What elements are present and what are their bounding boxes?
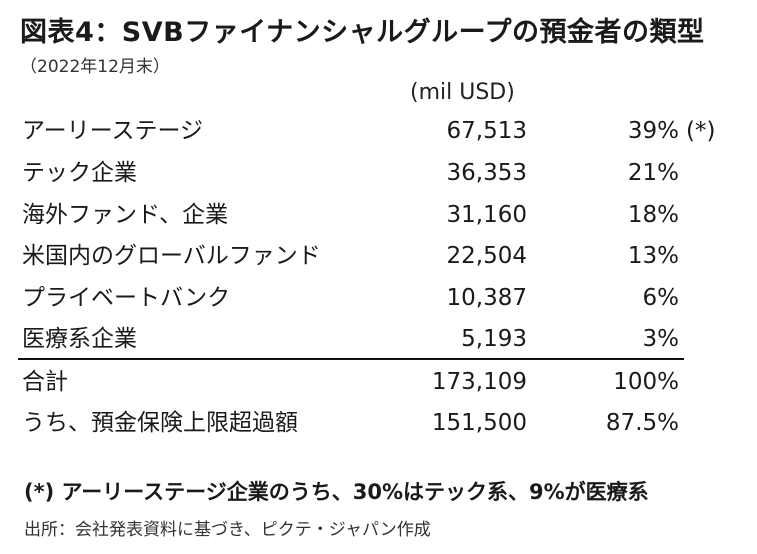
row-value: 10,387 bbox=[446, 285, 527, 311]
row-label: 海外ファンド、企業 bbox=[22, 202, 229, 228]
page-title: 図表4：SVBファイナンシャルグループの預金者の類型 bbox=[20, 17, 705, 48]
total-label: うち、預金保険上限超過額 bbox=[22, 410, 298, 436]
row-value: 67,513 bbox=[446, 118, 527, 144]
row-share: 6% bbox=[642, 285, 680, 311]
row-value: 31,160 bbox=[446, 202, 527, 228]
row-value: 5,193 bbox=[461, 326, 527, 352]
total-share: 100% bbox=[613, 369, 679, 395]
table-row: 米国内のグローバルファンド 22,504 13% bbox=[0, 241, 757, 283]
total-label: 合計 bbox=[22, 369, 68, 395]
table-row: 海外ファンド、企業 31,160 18% bbox=[0, 200, 757, 242]
source-note: 出所：会社発表資料に基づき、ピクテ・ジャパン作成 bbox=[24, 520, 431, 540]
total-share: 87.5% bbox=[605, 410, 679, 436]
table-row: 医療系企業 5,193 3% bbox=[0, 324, 757, 366]
unit-label: (mil USD) bbox=[410, 80, 515, 105]
row-label: 米国内のグローバルファンド bbox=[22, 243, 321, 269]
row-label: 医療系企業 bbox=[22, 326, 137, 352]
row-share: 21% bbox=[627, 160, 679, 186]
table-row: アーリーステージ 67,513 39% (*) bbox=[0, 116, 757, 158]
row-label: プライベートバンク bbox=[22, 285, 231, 311]
total-row: 合計 173,109 100% bbox=[0, 367, 757, 409]
table-row: プライベートバンク 10,387 6% bbox=[0, 283, 757, 325]
total-divider bbox=[18, 358, 684, 360]
row-share: 18% bbox=[627, 202, 679, 228]
row-value: 22,504 bbox=[446, 243, 527, 269]
row-share: 3% bbox=[642, 326, 680, 352]
total-value: 173,109 bbox=[431, 369, 527, 395]
row-value: 36,353 bbox=[446, 160, 527, 186]
date-subtitle: （2022年12月末） bbox=[20, 57, 170, 77]
row-share: 39% bbox=[627, 118, 679, 144]
row-share: 13% bbox=[627, 243, 679, 269]
table-row: テック企業 36,353 21% bbox=[0, 158, 757, 200]
row-label: テック企業 bbox=[22, 160, 137, 186]
footnote: (*) アーリーステージ企業のうち、30%はテック系、9%が医療系 bbox=[24, 480, 649, 504]
row-note: (*) bbox=[686, 118, 716, 144]
total-value: 151,500 bbox=[431, 410, 527, 436]
total-row: うち、預金保険上限超過額 151,500 87.5% bbox=[0, 408, 757, 450]
row-label: アーリーステージ bbox=[22, 118, 204, 144]
